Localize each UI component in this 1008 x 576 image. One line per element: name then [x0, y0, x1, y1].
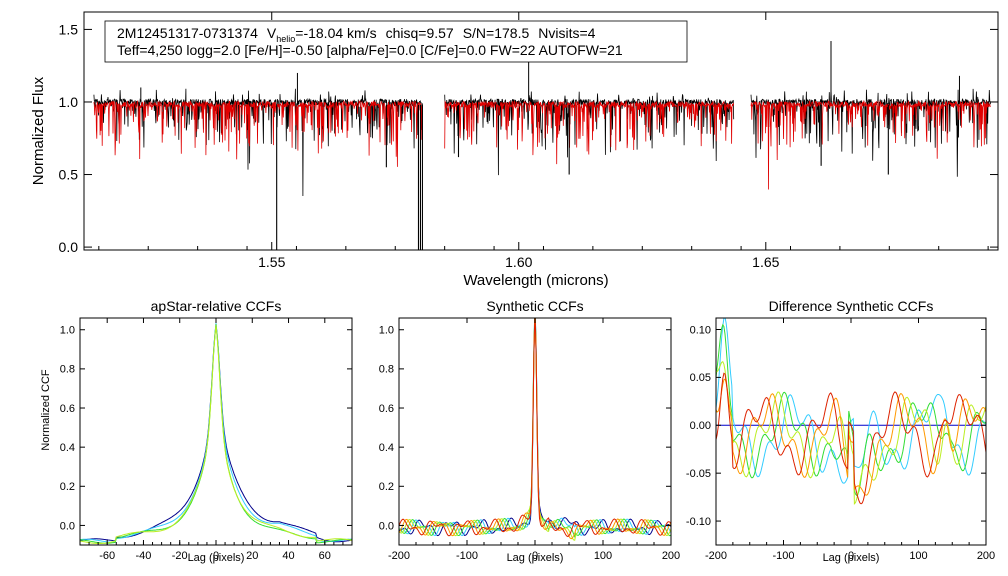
difference-ccf-ytick-label: 0.10: [690, 324, 711, 336]
apstar-ccf-series-yellow-green: [80, 324, 352, 544]
synthetic-ccf-xtick-label: 100: [594, 550, 612, 562]
spectrum-series-model: [93, 99, 991, 190]
spectrum-ytick-label: 1.5: [59, 21, 79, 37]
difference-ccf-title: Difference Synthetic CCFs: [769, 298, 934, 314]
snr-value: S/N=178.5: [463, 25, 530, 41]
difference-ccf-series-orange: [716, 378, 986, 496]
apstar-ccf-panel: -60 -40 -20 0 20 40 60 0.0 0.2 0.4 0.6 0.8 1.0 apSta…: [40, 298, 353, 564]
vhelio-label: V: [267, 25, 277, 41]
synthetic-ccf-series-yellow-green: [399, 318, 671, 541]
synthetic-ccf-ytick-label: 1.0: [379, 325, 394, 337]
synthetic-ccf-series-red: [399, 318, 671, 538]
synthetic-ccf-xtick-label: -100: [456, 550, 478, 562]
info-box: 2M12451317-0731374 Vhelio=-18.04 km/s chis…: [104, 20, 688, 63]
apstar-ccf-xtick-label: -40: [136, 550, 152, 562]
apstar-ccf-xtick-label: -60: [99, 550, 115, 562]
nvisits-value: Nvisits=4: [538, 25, 595, 41]
synthetic-ccf-xlabel: Lag (pixels): [507, 552, 564, 564]
apstar-ccf-ytick-label: 0.2: [60, 481, 75, 493]
info-box-frame: [104, 20, 688, 63]
spectrum-ytick-label: 0.0: [59, 239, 79, 255]
apstar-ccf-ylabel: Normalized CCF: [40, 369, 52, 451]
spectrum-xtick-label: 1.60: [505, 254, 532, 270]
apstar-ccf-ytick-label: 0.6: [60, 403, 75, 415]
vhelio-subscript: helio: [276, 34, 295, 44]
synthetic-ccf-ytick-label: 0.4: [379, 442, 394, 454]
apstar-ccf-ytick-label: 1.0: [60, 325, 75, 337]
difference-ccf-xtick-label: 100: [909, 550, 927, 562]
apstar-ccf-ytick-label: 0.8: [60, 364, 75, 376]
synthetic-ccf-series-green: [399, 318, 671, 539]
apstar-ccf-ytick-label: 0.4: [60, 442, 75, 454]
synthetic-ccf-ytick-label: 0.6: [379, 403, 394, 415]
synthetic-ccf-ytick-label: 0.0: [379, 520, 394, 532]
difference-ccf-panel: -200 -100 0 100 200 -0.10 -0.05 0.00 0.05 0.10 Di…: [686, 298, 995, 564]
apstar-ccf-xtick-label: 0: [213, 550, 219, 562]
apstar-ccf-xtick-label: 60: [319, 550, 331, 562]
difference-ccf-xtick-label: -200: [705, 550, 727, 562]
info-line-1: 2M12451317-0731374 Vhelio=-18.04 km/s chis…: [117, 25, 596, 44]
spectrum-frame: [83, 11, 999, 251]
difference-ccf-xlabel: Lag (pixels): [823, 552, 880, 564]
difference-ccf-series-yellow-green: [716, 360, 986, 506]
apstar-ccf-xlabel: Lag (pixels): [188, 552, 245, 564]
synthetic-ccf-xtick-label: 0: [532, 550, 538, 562]
synthetic-ccf-ytick-label: 0.8: [379, 364, 394, 376]
difference-ccf-plot-area: [716, 318, 986, 506]
apstar-ccf-series-cyan: [80, 323, 352, 543]
synthetic-ccf-series-orange: [399, 318, 671, 540]
synthetic-ccf-plot-area: [399, 318, 671, 541]
difference-ccf-ytick-label: 0.00: [690, 420, 711, 432]
difference-ccf-xtick-label: -100: [772, 550, 794, 562]
difference-ccf-xtick-label: 0: [848, 550, 854, 562]
apstar-ccf-xtick-label: -20: [172, 550, 188, 562]
synthetic-ccf-ytick-label: 0.2: [379, 481, 394, 493]
difference-ccf-xtick-label: 200: [977, 550, 995, 562]
spectrum-xtick-label: 1.65: [752, 254, 779, 270]
synthetic-ccf-xtick-label: -200: [388, 550, 410, 562]
difference-ccf-ytick-label: 0.05: [690, 372, 711, 384]
apstar-ccf-plot-area: [80, 323, 352, 544]
spectrum-panel: 1.55 1.60 1.65 0.0 0.5 1.0 1.5 Wavelength (mic…: [30, 11, 999, 289]
synthetic-ccf-title: Synthetic CCFs: [486, 298, 583, 314]
apstar-ccf-xtick-label: 20: [246, 550, 258, 562]
synthetic-ccf-panel: -200 -100 0 100 200 0.0 0.2 0.4 0.6 0.8 1.0 Synthe…: [379, 298, 680, 564]
difference-ccf-series-red: [716, 372, 986, 505]
synthetic-ccf-xtick-label: 200: [662, 550, 680, 562]
spectrum-xlabel: Wavelength (microns): [463, 272, 608, 289]
star-id: 2M12451317-0731374: [117, 25, 258, 41]
spectrum-ytick-label: 0.5: [59, 166, 79, 182]
difference-ccf-ytick-label: -0.10: [686, 516, 711, 528]
spectrum-plot-area: [93, 41, 991, 250]
vhelio-value: =-18.04 km/s: [295, 25, 376, 41]
apstar-ccf-ytick-label: 0.0: [60, 520, 75, 532]
apstar-ccf-xtick-label: 40: [282, 550, 294, 562]
apstar-ccf-title: apStar-relative CCFs: [151, 298, 282, 314]
spectrum-xtick-label: 1.55: [258, 254, 285, 270]
spectrum-ytick-label: 1.0: [59, 94, 79, 110]
difference-ccf-ytick-label: -0.05: [686, 468, 711, 480]
spectrum-ylabel: Normalized Flux: [30, 76, 47, 185]
info-line-2: Teff=4,250 logg=2.0 [Fe/H]=-0.50 [alpha/…: [117, 42, 623, 58]
chisq-value: chisq=9.57: [386, 25, 454, 41]
